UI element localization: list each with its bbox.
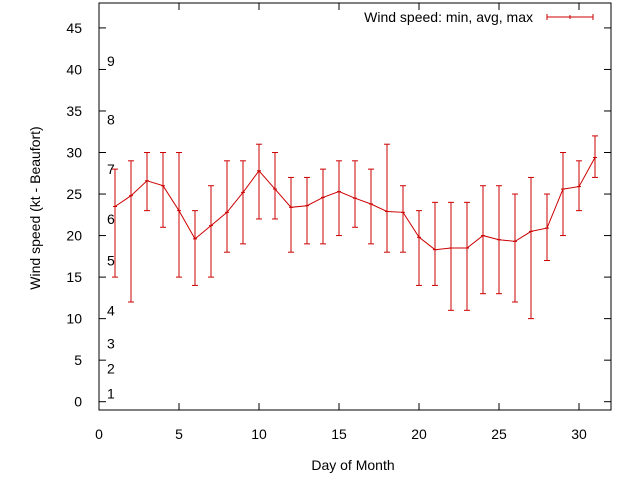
data-point — [592, 135, 598, 178]
y-tick-label: 15 — [66, 269, 82, 285]
beaufort-labels: 1 2 3 4 5 6 7 8 9 — [107, 53, 115, 401]
y-tick-label: 45 — [66, 20, 82, 36]
data-point — [240, 160, 246, 245]
y-tick-label: 5 — [74, 352, 82, 368]
data-point — [336, 160, 342, 237]
data-point — [560, 152, 566, 237]
data-point — [192, 210, 198, 286]
data-point — [448, 201, 454, 311]
legend: Wind speed: min, avg, max — [364, 9, 594, 25]
plot-frame — [98, 2, 612, 411]
y-tick-label: 10 — [66, 311, 82, 327]
beaufort-label: 5 — [107, 252, 115, 268]
beaufort-label: 4 — [107, 302, 115, 318]
x-tick-label: 30 — [571, 426, 587, 442]
beaufort-label: 7 — [107, 161, 115, 177]
data-point — [368, 168, 374, 245]
y-tick-label: 40 — [66, 61, 82, 77]
data-point — [144, 152, 150, 212]
data-point — [528, 176, 534, 320]
beaufort-label: 1 — [107, 385, 115, 401]
data-point — [176, 152, 182, 278]
y-tick-label: 0 — [74, 394, 82, 410]
data-point — [304, 176, 310, 245]
data-point — [496, 185, 502, 295]
x-tick-label: 15 — [331, 426, 347, 442]
data-point — [464, 201, 470, 311]
series-layer — [112, 135, 598, 320]
data-point — [160, 152, 166, 228]
x-tick-label: 5 — [175, 426, 183, 442]
data-point — [256, 143, 262, 220]
legend-key — [546, 14, 594, 20]
y-tick-label: 20 — [66, 228, 82, 244]
data-point — [352, 160, 358, 228]
data-point — [112, 168, 118, 278]
data-point — [416, 210, 422, 286]
y-tick-label: 25 — [66, 186, 82, 202]
data-point — [320, 168, 326, 245]
x-tick-label: 10 — [251, 426, 267, 442]
beaufort-label: 3 — [107, 336, 115, 352]
data-point — [128, 160, 134, 303]
x-tick-label: 0 — [95, 426, 103, 442]
data-point — [576, 160, 582, 212]
beaufort-label: 6 — [107, 211, 115, 227]
data-point — [544, 193, 550, 261]
data-point — [272, 152, 278, 220]
legend-label: Wind speed: min, avg, max — [364, 9, 533, 25]
beaufort-label: 8 — [107, 111, 115, 127]
data-point — [512, 193, 518, 303]
x-tick-label: 25 — [491, 426, 507, 442]
data-point — [224, 160, 230, 253]
y-axis-label: Wind speed (kt - Beaufort) — [27, 126, 43, 289]
data-point — [432, 201, 438, 286]
y-tick-label: 35 — [66, 103, 82, 119]
x-axis-label: Day of Month — [311, 457, 394, 473]
data-point — [480, 185, 486, 295]
beaufort-label: 2 — [107, 360, 115, 376]
x-tick-label: 20 — [411, 426, 427, 442]
data-point — [208, 185, 214, 278]
y-tick-label: 30 — [66, 145, 82, 161]
data-point — [400, 185, 406, 253]
data-point — [288, 176, 294, 253]
data-point — [384, 143, 390, 253]
beaufort-label: 9 — [107, 53, 115, 69]
